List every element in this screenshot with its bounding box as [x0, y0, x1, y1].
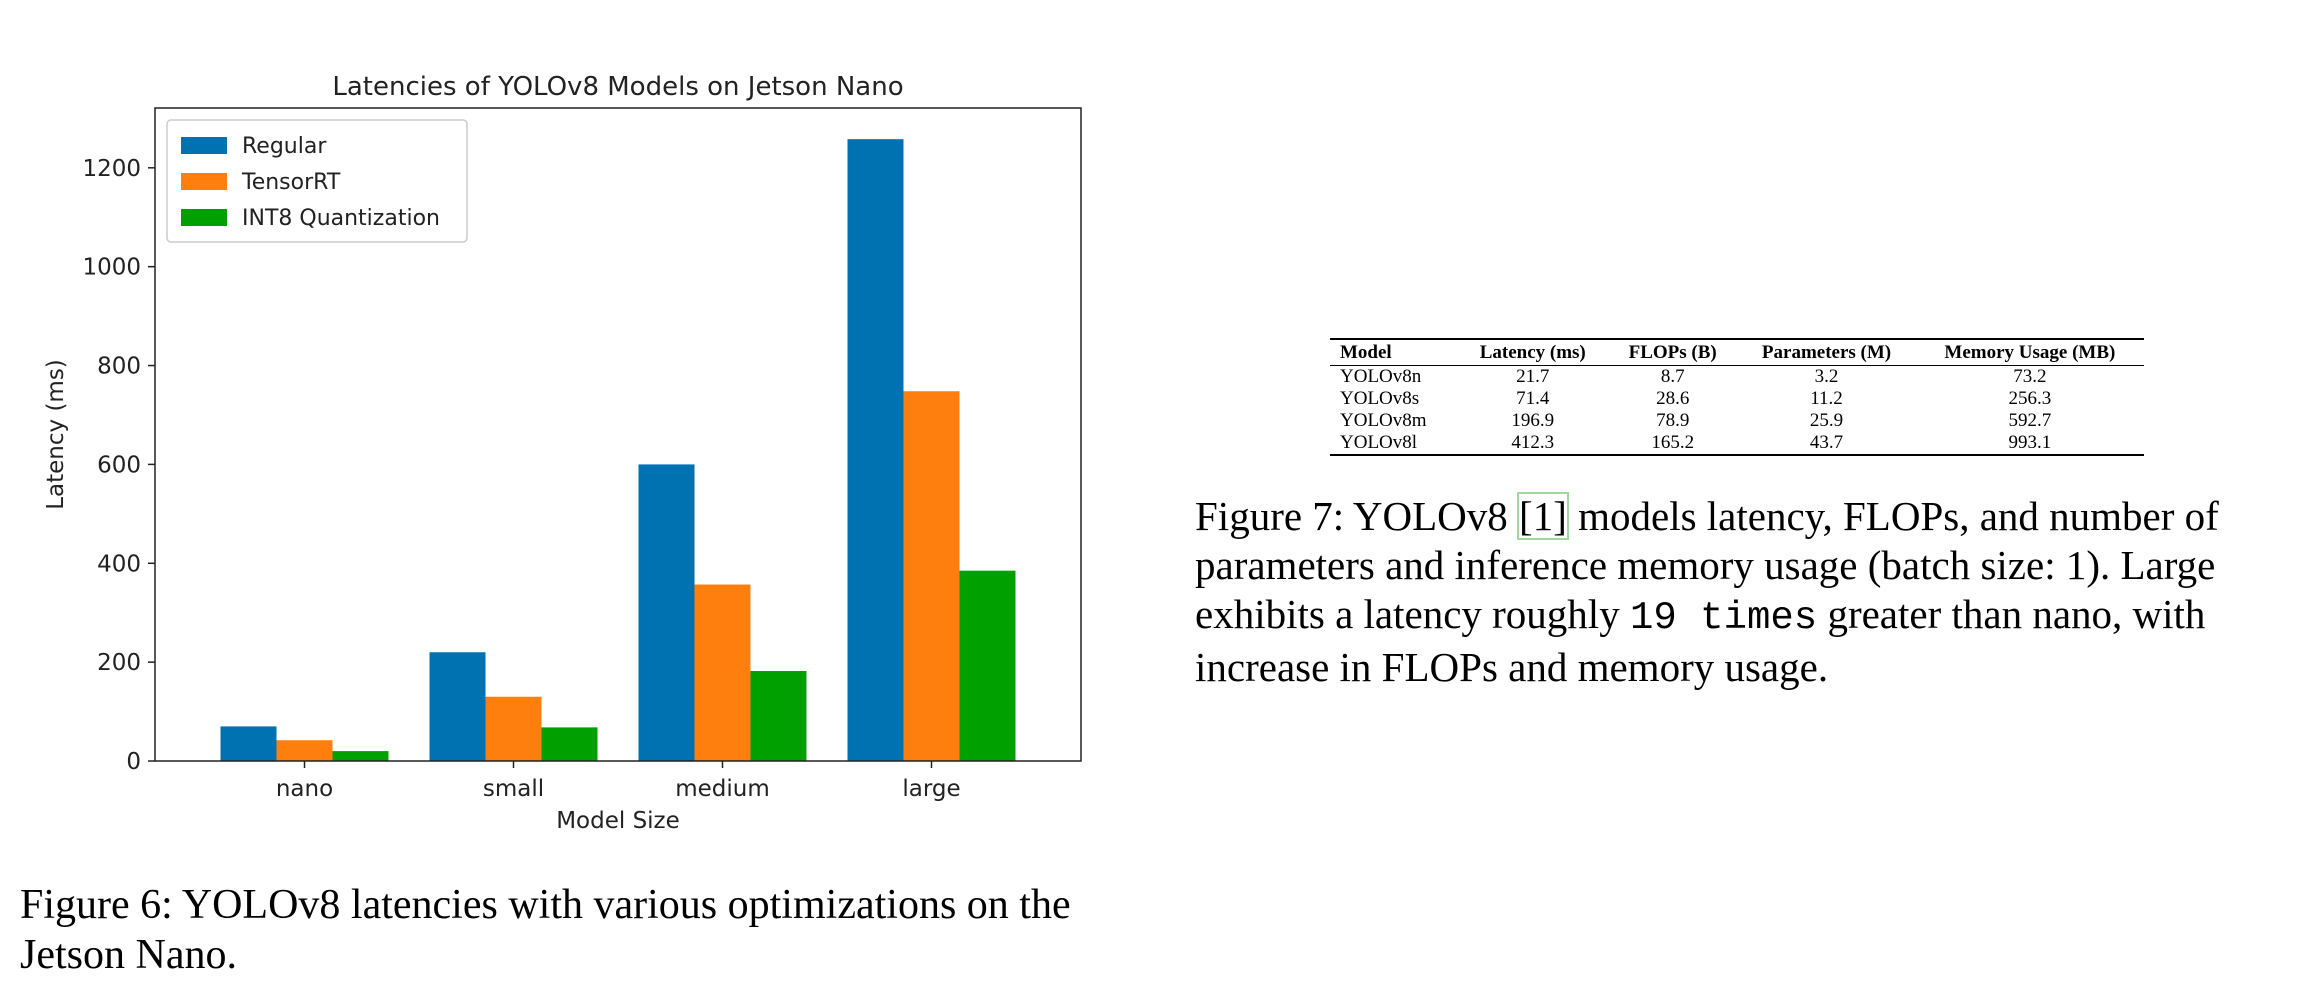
table-cell: YOLOv8m	[1340, 410, 1427, 431]
y-tick-label: 200	[97, 650, 141, 676]
table-cell: 165.2	[1608, 432, 1738, 456]
header-parameters: Parameters (M)	[1737, 338, 1916, 366]
legend-label: TensorRT	[241, 170, 341, 195]
metrics-table-container: Model Latency (ms) FLOPs (B) Parameters …	[1330, 338, 2144, 456]
table-cell: 11.2	[1810, 388, 1843, 409]
caption-text: Figure 7: YOLOv8	[1195, 493, 1519, 539]
table-cell: 25.9	[1809, 410, 1844, 431]
table-cell: 256.3	[2008, 388, 2052, 409]
table-row: YOLOv8s 71.4 28.6 11.2 256.3	[1330, 388, 2144, 410]
figure-6-caption: Figure 6: YOLOv8 latencies with various …	[20, 882, 1071, 978]
legend-swatch	[181, 173, 227, 190]
table-cell: 73.2	[2013, 366, 2047, 387]
y-tick-label: 400	[97, 551, 141, 577]
table-cell: 993.1	[1915, 432, 2144, 456]
legend-box	[166, 119, 468, 243]
x-tick-label: small	[483, 776, 544, 802]
caption-text: greater than nano, with increase in FLOP…	[1195, 591, 2206, 690]
table-row: YOLOv8l 412.3 165.2 43.7 993.1	[1330, 432, 2144, 456]
caption-code: 19 times	[1629, 596, 1818, 640]
x-tick-label: nano	[276, 776, 333, 802]
citation-link[interactable]: [1]	[1517, 492, 1569, 540]
chart-title: Latencies of YOLOv8 Models on Jetson Nan…	[332, 72, 903, 102]
bar-int8-quantization-medium	[750, 671, 807, 761]
table-row: YOLOv8m 196.9 78.9 25.9 592.7	[1330, 410, 2144, 432]
bar-tensorrt-large	[903, 391, 960, 761]
x-tick-label: medium	[675, 776, 770, 802]
legend-swatch	[181, 209, 227, 226]
table-cell: 28.6	[1656, 388, 1690, 409]
table-cell: YOLOv8l	[1330, 432, 1458, 456]
header-flops: FLOPs (B)	[1608, 338, 1738, 366]
table-cell: 412.3	[1457, 432, 1609, 456]
table-cell: 43.7	[1737, 432, 1916, 456]
table-cell: 78.9	[1656, 410, 1690, 431]
y-tick-label: 1200	[82, 156, 141, 182]
table-row: YOLOv8n 21.7 8.7 3.2 73.2	[1330, 366, 2144, 389]
y-tick-label: 800	[97, 354, 141, 380]
bar-int8-quantization-large	[959, 570, 1016, 761]
header-memory: Memory Usage (MB)	[1915, 338, 2144, 366]
bar-tensorrt-nano	[276, 740, 333, 761]
bar-regular-small	[429, 652, 486, 761]
x-tick-label: large	[902, 776, 960, 802]
legend-label: INT8 Quantization	[242, 206, 440, 231]
bar-regular-medium	[638, 464, 695, 761]
metrics-table: Model Latency (ms) FLOPs (B) Parameters …	[1330, 338, 2144, 456]
table-cell: YOLOv8n	[1340, 366, 1422, 387]
bar-int8-quantization-nano	[332, 751, 389, 761]
table-cell: 3.2	[1814, 366, 1839, 387]
plot-frame	[154, 107, 1082, 762]
caption-text: models latency, FLOPs, and number of par…	[1195, 493, 2219, 637]
header-latency: Latency (ms)	[1457, 338, 1609, 366]
figure-7-caption: Figure 7: YOLOv8 [1] models latency, FLO…	[1195, 492, 2300, 692]
y-tick-label: 600	[97, 452, 141, 478]
table-header-row: Model Latency (ms) FLOPs (B) Parameters …	[1330, 338, 2144, 366]
x-axis-label: Model Size	[556, 808, 680, 834]
chart-svg: Latencies of YOLOv8 Models on Jetson Nan…	[43, 72, 1082, 834]
table-cell: 592.7	[2008, 410, 2052, 431]
table-cell: 21.7	[1516, 366, 1550, 387]
bar-int8-quantization-small	[541, 727, 598, 761]
legend-swatch	[181, 137, 227, 154]
table-cell: 196.9	[1511, 410, 1555, 431]
bar-regular-nano	[220, 726, 277, 761]
bar-tensorrt-medium	[694, 584, 751, 761]
table-cell: 71.4	[1516, 388, 1550, 409]
table-cell: YOLOv8s	[1340, 388, 1420, 409]
y-tick-label: 0	[126, 749, 141, 775]
legend-label: Regular	[242, 134, 327, 159]
latency-bar-chart: Latencies of YOLOv8 Models on Jetson Nan…	[0, 0, 1120, 860]
bar-regular-large	[847, 139, 904, 761]
y-tick-label: 1000	[82, 255, 141, 281]
header-model: Model	[1330, 338, 1458, 366]
bar-tensorrt-small	[485, 696, 542, 761]
y-axis-label: Latency (ms)	[43, 359, 69, 510]
table-cell: 8.7	[1660, 366, 1685, 387]
